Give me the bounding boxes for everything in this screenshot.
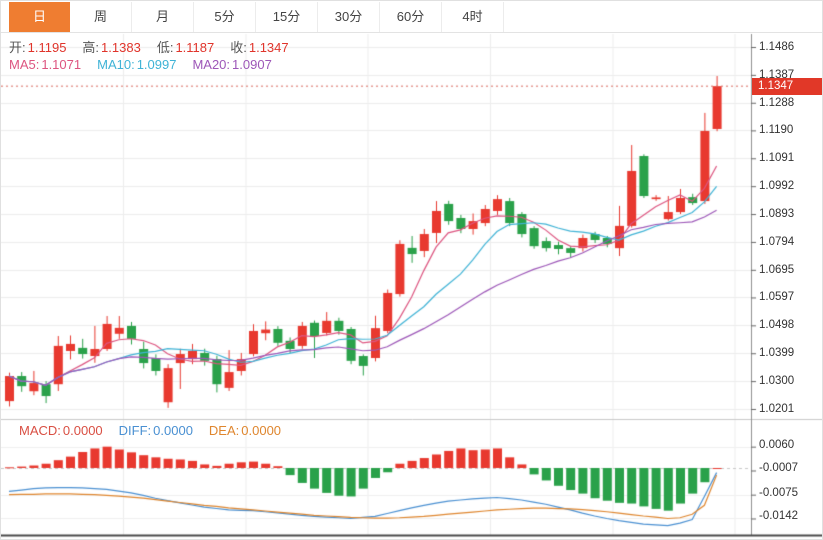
macd-axis-label: 0.0060 (759, 438, 795, 451)
price-axis-label: 1.1288 (759, 96, 795, 109)
tab-30min[interactable]: 30分 (318, 2, 380, 32)
ma5-label: MA5: (9, 57, 40, 72)
macd-axis-label: -0.0075 (759, 486, 799, 499)
price-axis-label: 1.0794 (759, 235, 795, 248)
low-label: 低: (156, 40, 174, 55)
high-item: 高: 1.1383 (82, 37, 140, 56)
price-axis-label: 1.0498 (759, 319, 795, 332)
ma10-label: MA10: (97, 57, 135, 72)
price-axis-label: 1.0992 (759, 180, 795, 193)
tab-15min[interactable]: 15分 (256, 2, 318, 32)
dea-item: DEA: 0.0000 (209, 423, 281, 438)
close-value: 1.1347 (248, 40, 289, 55)
ma5-item: MA5: 1.1071 (9, 57, 81, 72)
ma20-label: MA20: (192, 57, 231, 72)
diff-label: DIFF: (118, 423, 152, 438)
dea-label: DEA: (208, 423, 240, 438)
low-item: 低: 1.1187 (157, 37, 214, 56)
price-axis-label: 1.0300 (759, 375, 795, 388)
macd-label: MACD: (19, 423, 61, 438)
tab-60min[interactable]: 60分 (380, 2, 442, 32)
diff-item: DIFF: 0.0000 (119, 423, 193, 438)
high-value: 1.1383 (101, 40, 141, 55)
macd-axis-label: -0.0007 (759, 462, 799, 475)
tab-daily[interactable]: 日 (9, 2, 70, 32)
last-price-tag: 1.1347 (752, 77, 822, 95)
price-axis-label: 1.0893 (759, 208, 795, 221)
timeframe-tabs: 日周月 5分 15分 30分 60分 4时 (1, 1, 822, 33)
close-label: 收: (230, 40, 247, 55)
ma5-value: 1.1071 (41, 57, 82, 72)
price-axis-label: 1.1486 (759, 41, 795, 53)
low-value: 1.1187 (175, 40, 215, 55)
price-axis-label: 1.1091 (759, 152, 795, 165)
tab-5min[interactable]: 5分 (194, 2, 256, 32)
tab-4hour[interactable]: 4时 (442, 2, 504, 32)
ohlc-legend: 开: 1.1195 高: 1.1383 低: 1.1187 收: 1.1347 (9, 37, 305, 56)
tab-monthly[interactable]: 月 (132, 2, 194, 32)
ma10-value: 1.0997 (136, 57, 177, 72)
open-value: 1.1195 (27, 40, 67, 55)
ma-legend: MA5: 1.1071 MA10: 1.0997 MA20: 1.0907 (9, 57, 288, 72)
open-label: 开: (9, 40, 26, 55)
price-axis-label: 1.0597 (759, 291, 795, 304)
macd-legend: MACD: 0.0000 DIFF: 0.0000 DEA: 0.0000 (19, 423, 297, 438)
price-axis-label: 1.0201 (759, 402, 795, 415)
high-label: 高: (82, 40, 100, 55)
macd-axis-label: -0.0142 (759, 510, 799, 523)
ma10-item: MA10: 1.0997 (97, 57, 176, 72)
macd-item: MACD: 0.0000 (19, 423, 103, 438)
ma20-item: MA20: 1.0907 (192, 57, 271, 72)
open-item: 开: 1.1195 (9, 37, 66, 56)
price-axis-label: 1.0695 (759, 263, 795, 276)
price-axis-label: 1.1190 (759, 124, 794, 137)
ma20-value: 1.0907 (232, 57, 272, 72)
price-axis-label: 1.0399 (759, 347, 795, 360)
tab-weekly[interactable]: 周 (70, 2, 132, 32)
close-item: 收: 1.1347 (230, 37, 288, 56)
dea-value: 0.0000 (241, 423, 282, 438)
macd-value: 0.0000 (62, 423, 103, 438)
diff-value: 0.0000 (153, 423, 193, 438)
